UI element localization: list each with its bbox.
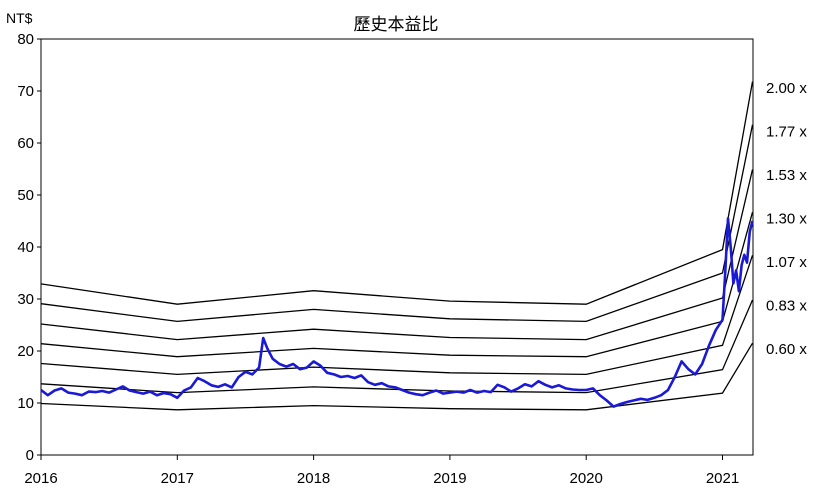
band-label: 1.77 x xyxy=(766,124,807,141)
x-axis: 2016 2017 2018 2019 2020 2021 xyxy=(24,455,739,487)
band-labels-group: 2.00 x 1.77 x 1.53 x 1.30 x 1.07 x 0.83 x 0.60… xyxy=(766,80,807,358)
y-axis-unit-label: NT$ xyxy=(6,10,33,26)
y-axis: 0 10 20 30 40 50 60 70 80 xyxy=(17,31,41,464)
x-tick-label: 2019 xyxy=(433,470,466,487)
x-tick-label: 2018 xyxy=(297,470,330,487)
y-tick-label: 0 xyxy=(26,447,34,464)
band-line xyxy=(40,299,754,394)
band-line xyxy=(40,212,754,358)
x-tick-label: 2021 xyxy=(706,470,739,487)
y-tick-label: 20 xyxy=(17,343,34,360)
band-label: 1.53 x xyxy=(766,167,807,184)
y-tick-label: 40 xyxy=(17,239,34,256)
y-tick-label: 10 xyxy=(17,395,34,412)
band-line xyxy=(40,342,754,411)
band-label: 2.00 x xyxy=(766,80,807,97)
y-tick-label: 70 xyxy=(17,83,34,100)
chart-title: 歷史本益比 xyxy=(354,15,439,34)
band-label: 1.07 x xyxy=(766,254,807,271)
x-tick-label: 2017 xyxy=(161,470,194,487)
band-line xyxy=(40,169,754,341)
y-tick-label: 60 xyxy=(17,135,34,152)
x-tick-label: 2016 xyxy=(24,470,57,487)
band-lines-group xyxy=(40,81,754,411)
y-tick-label: 80 xyxy=(17,31,34,48)
y-tick-label: 30 xyxy=(17,291,34,308)
band-label: 0.83 x xyxy=(766,298,807,315)
band-line xyxy=(40,255,754,376)
y-tick-label: 50 xyxy=(17,187,34,204)
band-label: 1.30 x xyxy=(766,211,807,228)
band-label: 0.60 x xyxy=(766,341,807,358)
x-tick-label: 2020 xyxy=(570,470,603,487)
band-line xyxy=(40,81,754,305)
price-line xyxy=(40,217,754,408)
price-line-group xyxy=(40,217,754,408)
band-line xyxy=(40,124,754,323)
